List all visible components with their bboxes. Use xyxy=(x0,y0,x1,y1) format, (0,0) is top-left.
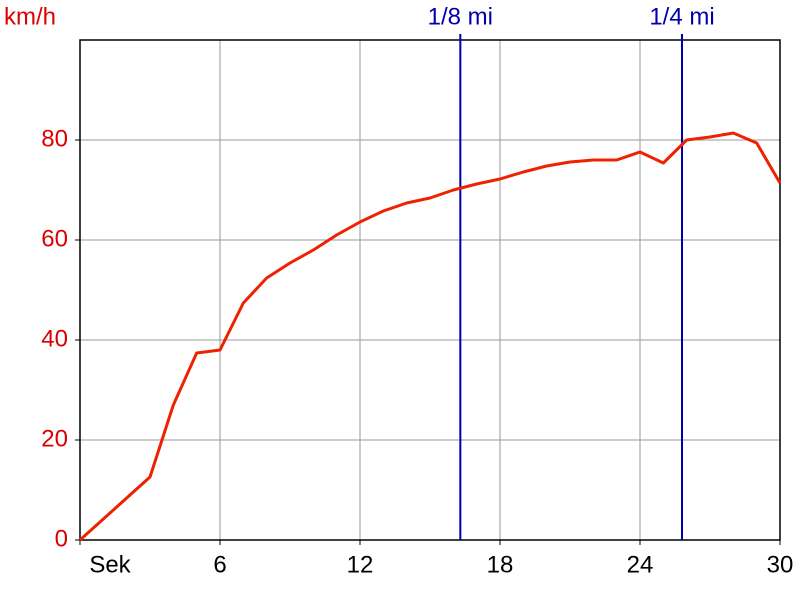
y-tick-label: 60 xyxy=(41,225,68,252)
x-tick-label: 18 xyxy=(487,551,514,578)
x-tick-label: 30 xyxy=(767,551,794,578)
data-line xyxy=(78,131,782,542)
y-tick-label: 0 xyxy=(55,525,68,552)
x-tick-label: 6 xyxy=(213,551,226,578)
y-tick-label: 40 xyxy=(41,325,68,352)
distance-label: 1/8 mi xyxy=(428,3,493,30)
y-tick-label: 20 xyxy=(41,425,68,452)
x-tick-label: 12 xyxy=(347,551,374,578)
plot-frame xyxy=(79,39,781,541)
x-tick-label: Sek xyxy=(89,551,131,578)
y-axis-label: km/h xyxy=(4,3,56,30)
y-tick-label: 80 xyxy=(41,125,68,152)
distance-label: 1/4 mi xyxy=(649,3,714,30)
x-tick-label: 24 xyxy=(627,551,654,578)
